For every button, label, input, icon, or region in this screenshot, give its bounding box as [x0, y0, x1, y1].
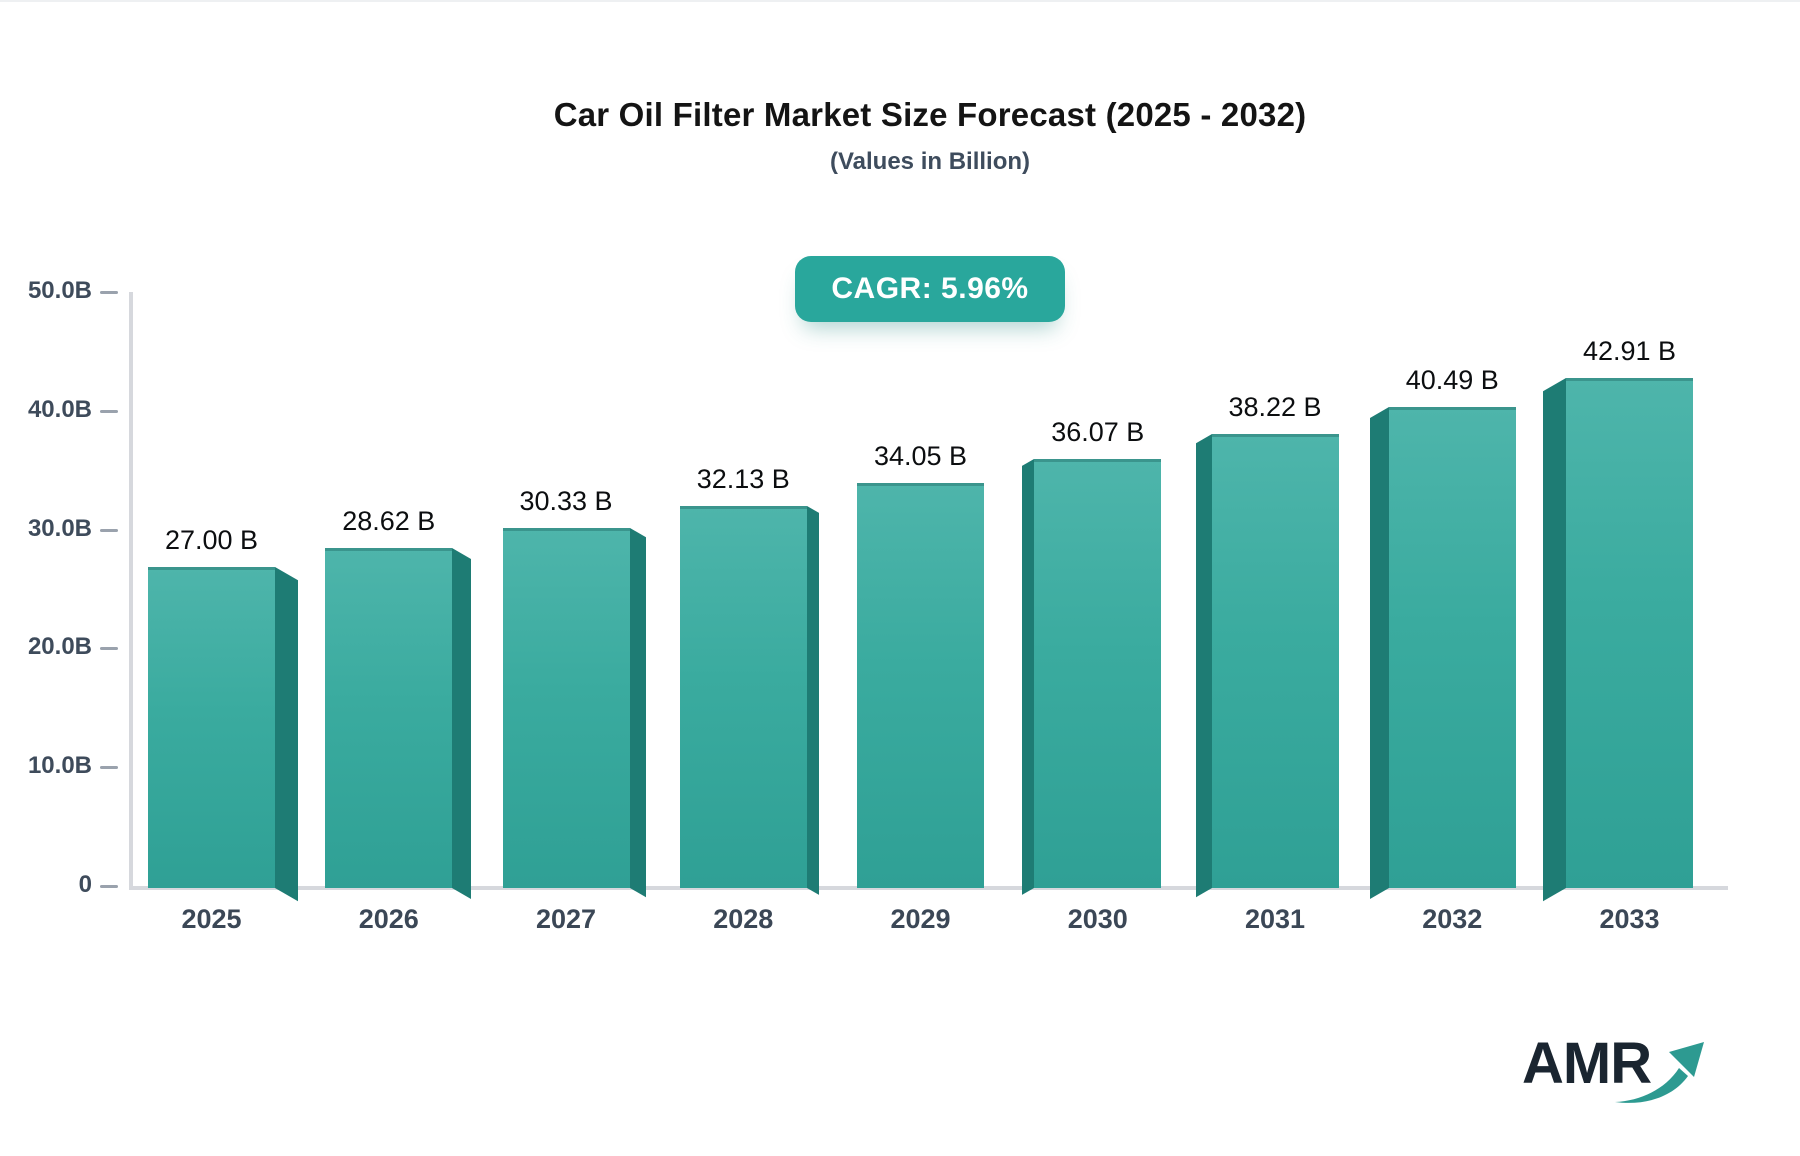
bar-front — [325, 547, 453, 888]
bar-top-edge — [148, 567, 275, 571]
bar-side — [1543, 378, 1566, 902]
bar-top-edge — [1034, 459, 1162, 463]
bar-front — [502, 527, 630, 888]
x-axis-line — [129, 886, 1728, 890]
y-tick-label: 50.0B — [27, 277, 92, 304]
bar-front — [1388, 406, 1516, 888]
bar-value-label: 34.05 B — [873, 441, 968, 472]
y-tick-mark — [100, 409, 118, 413]
y-axis-line — [129, 292, 133, 890]
bar-front — [857, 483, 984, 888]
bar-side — [452, 547, 472, 899]
bar-side — [806, 506, 819, 895]
cagr-badge-row: CAGR: 5.96% — [130, 256, 1730, 322]
bar-value-label: 27.00 B — [164, 525, 259, 556]
x-tick-label: 2029 — [890, 904, 951, 934]
bar-top-edge — [325, 547, 453, 551]
bar-front — [1034, 459, 1162, 888]
bar-side — [1369, 406, 1389, 899]
y-tick-label: 40.0B — [27, 395, 92, 423]
bar-value-label: 32.13 B — [696, 464, 790, 495]
y-tick-label: 30.0B — [27, 514, 92, 542]
bar-top-edge — [502, 527, 630, 531]
x-tick-label: 2025 — [181, 904, 242, 934]
logo-arrow-icon — [1615, 1042, 1704, 1103]
amr-logo-text: AMR — [1522, 1031, 1652, 1096]
bar-value-label: 28.62 B — [342, 505, 436, 536]
cagr-badge: CAGR: 5.96% — [795, 256, 1065, 322]
bar-value-label: 30.33 B — [519, 485, 613, 516]
x-tick-label: 2033 — [1599, 904, 1660, 934]
bar-top-edge — [857, 483, 984, 487]
bar-front — [1211, 433, 1339, 888]
bar-value-label: 40.49 B — [1405, 364, 1499, 395]
y-tick-label: 0 — [78, 871, 92, 898]
bar-top-edge — [1388, 406, 1516, 410]
bar-top-edge — [679, 506, 807, 510]
y-tick-mark — [100, 885, 118, 888]
y-tick-mark — [100, 766, 118, 770]
bar-front — [1566, 378, 1693, 888]
y-tick-label: 20.0B — [27, 633, 92, 661]
y-tick-mark — [100, 291, 118, 294]
bar-front — [679, 506, 807, 888]
bar-value-label: 42.91 B — [1582, 336, 1677, 367]
bar-side — [275, 567, 298, 902]
y-tick-mark — [100, 647, 118, 651]
bar-side — [1195, 433, 1212, 898]
x-tick-label: 2027 — [535, 904, 597, 934]
bar-value-label: 36.07 B — [1051, 417, 1145, 448]
bar-value-label: 38.22 B — [1228, 391, 1322, 422]
x-tick-label: 2028 — [713, 904, 774, 934]
bar-top-edge — [1566, 378, 1693, 382]
bar-front — [148, 567, 275, 888]
x-tick-label: 2030 — [1067, 904, 1128, 934]
bar-side — [629, 527, 646, 898]
page-title: Car Oil Filter Market Size Forecast (202… — [553, 96, 1307, 133]
page-subtitle: (Values in Billion) — [829, 148, 1031, 175]
x-tick-label: 2026 — [358, 904, 419, 934]
x-tick-label: 2032 — [1422, 904, 1483, 934]
x-tick-label: 2031 — [1244, 904, 1306, 934]
y-tick-label: 10.0B — [27, 752, 92, 780]
bar-top-edge — [1211, 433, 1339, 437]
bar-side — [1022, 459, 1035, 895]
y-tick-mark — [100, 528, 118, 532]
